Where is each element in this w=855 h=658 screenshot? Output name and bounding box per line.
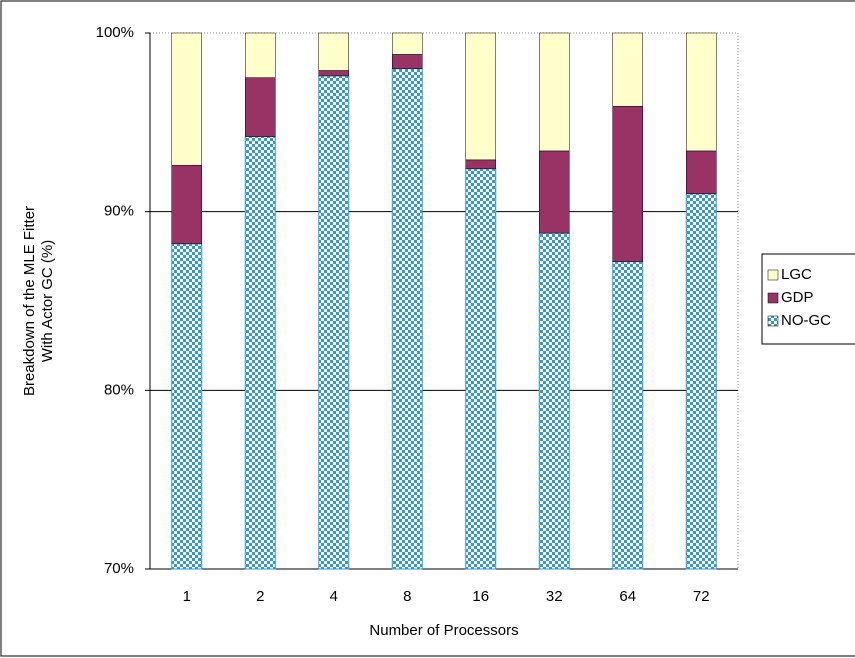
legend-label: LGC (781, 266, 812, 283)
legend-label: GDP (781, 289, 814, 306)
y-tick-label: 70% (104, 560, 134, 577)
x-tick-label: 4 (330, 588, 338, 605)
bar-segment (171, 164, 202, 245)
x-tick-label: 8 (403, 588, 411, 605)
bar-segment (171, 32, 202, 166)
bar-segment (318, 75, 350, 570)
y-tick-label: 80% (104, 381, 134, 398)
bar-segment (539, 32, 570, 152)
legend-label: NO-GC (781, 312, 831, 329)
bar-segment (465, 168, 497, 570)
bar-segment (686, 32, 717, 152)
bar-segment (392, 54, 423, 69)
bar-segment (391, 68, 423, 570)
bar-segment (245, 32, 276, 78)
bar-segment (612, 32, 643, 107)
bar-segment (171, 243, 203, 570)
bar-segment (612, 261, 644, 570)
y-tick-label: 90% (104, 203, 134, 220)
x-tick-label: 2 (256, 588, 264, 605)
bar-segment (244, 136, 276, 570)
x-tick-label: 64 (619, 588, 636, 605)
bar-segment (392, 32, 423, 55)
bar-segment (465, 159, 496, 170)
bar-segment (318, 70, 349, 77)
bar-segment (612, 106, 643, 262)
bar-segment (245, 77, 276, 137)
x-axis-title: Number of Processors (369, 622, 518, 639)
y-tick-label: 100% (96, 24, 134, 41)
x-tick-label: 16 (472, 588, 489, 605)
bar-segment (539, 150, 570, 234)
bar-segment (465, 32, 496, 161)
legend-swatch (767, 315, 779, 327)
x-tick-label: 72 (693, 588, 710, 605)
bar-segment (685, 193, 717, 570)
x-tick-label: 1 (183, 588, 191, 605)
bar-segment (686, 150, 717, 195)
bar-segment (318, 32, 349, 71)
y-axis-title: With Actor GC (%) (39, 240, 56, 363)
legend-swatch (767, 269, 779, 281)
x-tick-label: 32 (546, 588, 563, 605)
y-axis-title: Breakdown of the MLE Fitter (21, 206, 38, 396)
plot-border (149, 32, 739, 570)
legend-swatch (767, 292, 779, 304)
bar-segment (538, 232, 570, 570)
